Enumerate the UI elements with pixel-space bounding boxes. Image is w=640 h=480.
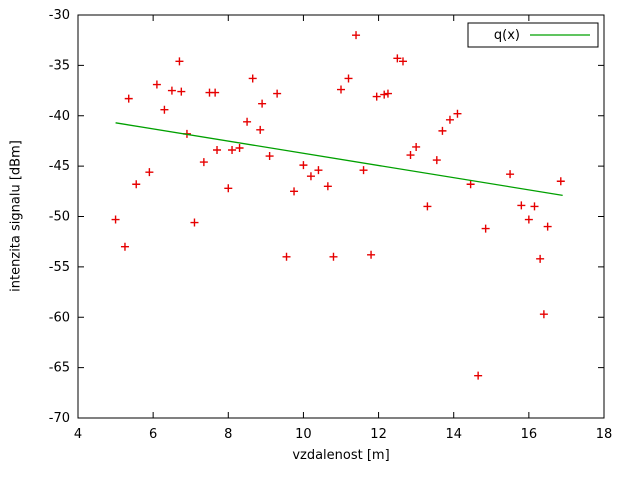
data-point [380,90,389,99]
y-tick-label: -60 [49,310,70,325]
data-point [543,222,552,231]
data-point [199,158,208,167]
legend-label: q(x) [494,28,520,43]
y-tick-label: -50 [49,210,70,225]
data-point [175,57,184,66]
data-point [506,170,515,179]
data-point [124,94,133,103]
data-point [530,202,539,211]
data-point [299,161,308,170]
data-point [248,74,257,83]
x-tick-label: 8 [224,427,232,442]
x-tick-label: 10 [295,427,312,442]
data-point [160,105,169,114]
data-point [412,142,421,151]
data-point [453,109,462,118]
x-tick-label: 18 [596,427,613,442]
y-tick-label: -35 [49,58,70,73]
data-point [282,252,291,261]
data-point [367,250,376,259]
data-point [290,187,299,196]
data-point [481,224,490,233]
data-point [524,215,533,224]
x-tick-label: 6 [149,427,157,442]
fit-line [115,122,563,196]
data-point [120,242,129,251]
y-tick-label: -30 [49,8,70,23]
data-point [323,182,332,191]
data-point [372,92,381,101]
data-point [383,89,392,98]
data-point [329,252,338,261]
data-point [256,125,265,134]
data-point [474,371,483,380]
y-tick-label: -65 [49,361,70,376]
data-point [539,310,548,319]
y-tick-label: -55 [49,260,70,275]
data-point [352,31,361,40]
x-tick-label: 14 [445,427,462,442]
data-point [132,180,141,189]
data-point [406,151,415,160]
data-point [145,168,154,177]
y-axis-title: intenzita signalu [dBm] [8,140,24,292]
data-point [314,166,323,175]
data-point [213,146,222,155]
x-tick-label: 16 [521,427,538,442]
data-point [517,201,526,210]
data-point [228,146,237,155]
data-point [167,86,176,95]
data-point [258,99,267,108]
data-point [398,57,407,66]
data-point [177,87,186,96]
data-point [235,143,244,152]
data-point [466,180,475,189]
data-point [190,218,199,227]
data-point [337,85,345,94]
data-point [273,89,282,98]
data-point [359,166,368,175]
plot-border [77,14,605,419]
data-point [243,117,252,126]
x-tick-label: 4 [74,427,82,442]
y-tick-label: -45 [49,159,70,174]
data-point [224,184,233,193]
data-point [556,177,565,186]
data-point [393,54,402,63]
data-point [432,156,441,165]
data-point [445,115,454,124]
legend-box [467,22,599,48]
data-point [344,74,353,83]
data-point [211,88,220,97]
data-point [423,202,432,211]
data-point [306,172,315,181]
x-tick-label: 12 [370,427,387,442]
y-tick-label: -70 [49,411,70,426]
data-point [152,80,161,89]
data-point [438,126,447,135]
y-tick-label: -40 [49,109,70,124]
x-axis-title: vzdalenost [m] [292,448,390,463]
data-point [265,152,274,161]
data-point [536,254,545,263]
data-point [111,215,120,224]
